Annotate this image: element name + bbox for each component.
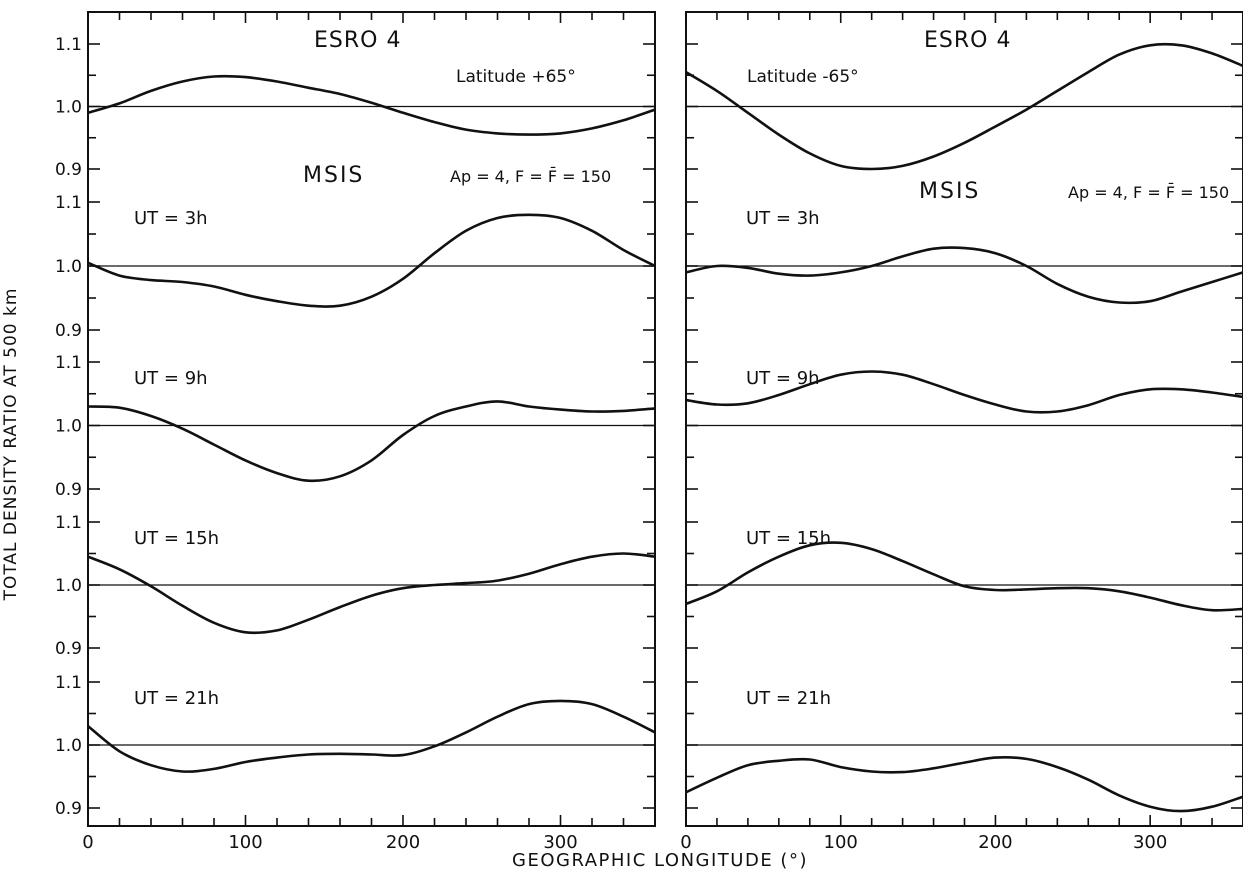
- series-label: UT = 21h: [746, 688, 831, 709]
- series-label: UT = 9h: [134, 368, 208, 389]
- y-tick-label: 0.9: [55, 799, 82, 819]
- latitude-label: Latitude +65°: [456, 67, 576, 87]
- x-tick-label: 200: [386, 832, 420, 853]
- series-line: [87, 400, 656, 483]
- y-tick-label: 0.9: [55, 321, 82, 341]
- latitude-label: Latitude -65°: [747, 67, 859, 87]
- x-tick-label: 200: [978, 832, 1012, 853]
- series-label: UT = 15h: [134, 528, 219, 549]
- series-label: UT = 3h: [134, 208, 208, 229]
- params-label: Ap = 4, F = F̄ = 150: [1068, 183, 1229, 202]
- x-tick-label: 100: [824, 832, 858, 853]
- y-tick-label: 1.1: [55, 193, 82, 213]
- y-tick-label: 1.1: [55, 673, 82, 693]
- y-tick-label: 1.0: [55, 257, 82, 277]
- x-tick-label: 100: [228, 832, 262, 853]
- series-line: [87, 74, 656, 136]
- series-line: [87, 699, 656, 773]
- y-tick-label: 1.1: [55, 513, 82, 533]
- y-tick-label: 1.1: [55, 35, 82, 55]
- x-tick-label: 0: [82, 832, 93, 853]
- y-tick-label: 1.1: [55, 353, 82, 373]
- panel-title: ESRO 4: [924, 28, 1011, 53]
- series-label: UT = 21h: [134, 688, 219, 709]
- y-tick-label: 1.0: [55, 417, 82, 437]
- y-tick-label: 1.0: [55, 576, 82, 596]
- y-tick-label: 0.9: [55, 480, 82, 500]
- series-label: UT = 3h: [746, 208, 820, 229]
- series-line: [685, 370, 1243, 414]
- y-tick-label: 0.9: [55, 160, 82, 180]
- left-panel: 0 100 200 300 0.9 1.0 1.1 0.9 1.0 1.1 UT = 3h 0.9 1.…: [55, 11, 656, 853]
- y-tick-label: 1.0: [55, 98, 82, 118]
- panel-title: ESRO 4: [314, 28, 401, 53]
- series-line: [685, 541, 1243, 612]
- model-label: MSIS: [919, 179, 980, 204]
- right-panel: 0 100 200 300 UT = 3h UT = 9h UT = 15h UT = 21h…: [680, 11, 1243, 853]
- series-line: [87, 552, 656, 635]
- model-label: MSIS: [303, 163, 364, 188]
- y-tick-label: 0.9: [55, 639, 82, 659]
- series-label: UT = 9h: [746, 368, 820, 389]
- series-line: [87, 213, 656, 308]
- y-tick-label: 1.0: [55, 736, 82, 756]
- series-label: UT = 15h: [746, 528, 831, 549]
- series-line: [685, 246, 1243, 305]
- y-axis-label: TOTAL DENSITY RATIO AT 500 km: [1, 288, 21, 602]
- x-tick-label: 0: [680, 832, 691, 853]
- series-line: [685, 42, 1243, 171]
- x-tick-label: 300: [543, 832, 577, 853]
- series-line: [685, 756, 1243, 813]
- params-label: Ap = 4, F = F̄ = 150: [450, 167, 611, 186]
- x-tick-label: 300: [1133, 832, 1167, 853]
- x-axis-label: GEOGRAPHIC LONGITUDE (°): [512, 850, 808, 871]
